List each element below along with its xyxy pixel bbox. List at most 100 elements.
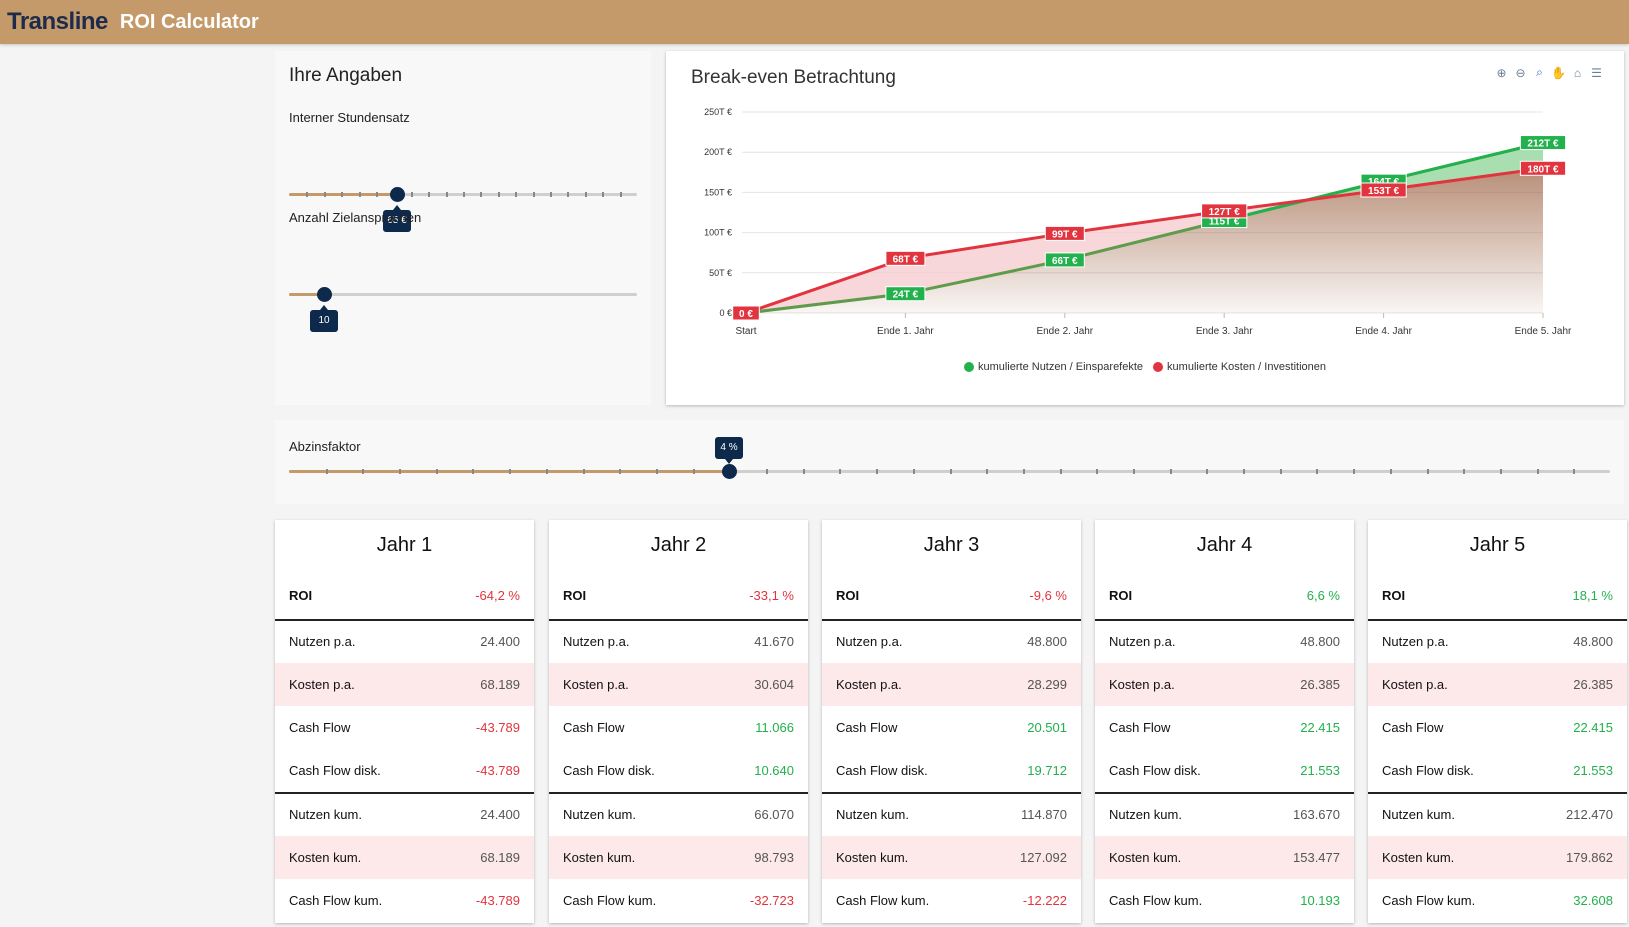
- slider-tick: [341, 192, 343, 197]
- slider-ticks: [289, 292, 637, 297]
- slider-tick: [1316, 469, 1318, 474]
- row-value: 153.477: [1293, 850, 1340, 865]
- slider-tick: [399, 469, 401, 474]
- x-tick-label: Ende 2. Jahr: [1036, 326, 1093, 337]
- data-label: 212T €: [1527, 139, 1559, 150]
- card-title: Jahr 4: [1196, 534, 1253, 556]
- row-label: Nutzen p.a.: [1382, 634, 1449, 649]
- card-row: Kosten kum. 127.092: [822, 836, 1081, 879]
- row-label: Nutzen p.a.: [1109, 634, 1176, 649]
- slider-handle[interactable]: [722, 464, 737, 479]
- row-label: Cash Flow: [563, 720, 625, 735]
- slider-handle[interactable]: [317, 287, 332, 302]
- row-value: 19.712: [1027, 763, 1067, 778]
- zoom-out-icon[interactable]: ⊖: [1515, 65, 1526, 80]
- slider-tick: [324, 192, 326, 197]
- abzinsfaktor-label: Abzinsfaktor: [289, 439, 361, 454]
- row-value: 22.415: [1573, 720, 1613, 735]
- zielansprachen-slider[interactable]: 10: [289, 283, 637, 332]
- row-label: Kosten p.a.: [836, 677, 902, 692]
- slider-tick: [428, 192, 430, 197]
- y-tick-label: 0 €: [719, 308, 732, 318]
- slider-handle[interactable]: [390, 187, 405, 202]
- data-label: 0 €: [739, 309, 753, 320]
- data-label: 24T €: [893, 290, 919, 301]
- legend-item-nutzen[interactable]: kumulierte Nutzen / Einsparefekte: [963, 361, 1143, 373]
- card-row: Nutzen kum. 163.670: [1095, 793, 1354, 836]
- row-value: 21.553: [1573, 763, 1613, 778]
- card-row: Cash Flow disk. 21.553: [1095, 749, 1354, 792]
- data-label: 180T €: [1527, 164, 1559, 175]
- roi-label: ROI: [1382, 588, 1406, 603]
- stundensatz-value-badge: 65 €: [383, 205, 411, 232]
- row-value: 24.400: [480, 807, 520, 822]
- row-value: 179.862: [1566, 850, 1613, 865]
- row-value: -12.222: [1022, 893, 1067, 908]
- slider-tick: [1427, 469, 1429, 474]
- slider-tick: [376, 192, 378, 197]
- menu-icon[interactable]: ☰: [1591, 65, 1602, 80]
- slider-tick: [1463, 469, 1465, 474]
- card-row: Nutzen p.a. 48.800: [1368, 620, 1627, 663]
- slider-tick: [480, 192, 482, 197]
- year-card: Jahr 1 ROI -64,2 % Nutzen p.a. 24.400 Kosten …: [275, 520, 534, 923]
- stundensatz-label: Interner Stundensatz: [289, 110, 410, 125]
- slider-tick: [620, 192, 622, 197]
- roi-row: ROI -9,6 %: [822, 574, 1081, 617]
- data-label: 68T €: [893, 254, 919, 265]
- y-tick-label: 100T €: [704, 228, 732, 238]
- card-row: Kosten kum. 98.793: [549, 836, 808, 879]
- stundensatz-slider[interactable]: 65 €: [289, 183, 637, 232]
- inputs-panel: Ihre Angaben Interner Stundensatz 65 € A…: [275, 51, 651, 405]
- slider-tick: [463, 192, 465, 197]
- card-row: Kosten p.a. 68.189: [275, 663, 534, 706]
- card-row: Nutzen kum. 114.870: [822, 793, 1081, 836]
- row-label: Kosten p.a.: [1382, 677, 1448, 692]
- divider: [549, 792, 808, 794]
- roi-label: ROI: [836, 588, 860, 603]
- divider: [1368, 792, 1627, 794]
- zoom-selection-icon[interactable]: ⌕: [1536, 65, 1543, 79]
- zielansprachen-value-badge: 10: [310, 305, 338, 332]
- zoom-in-icon[interactable]: ⊕: [1496, 65, 1507, 80]
- brand-logo: Transline: [7, 8, 108, 35]
- slider-tick: [583, 469, 585, 474]
- card-row: Nutzen p.a. 41.670: [549, 620, 808, 663]
- legend-item-kosten[interactable]: kumulierte Kosten / Investitionen: [1153, 361, 1326, 373]
- row-value: 22.415: [1300, 720, 1340, 735]
- row-value: 20.501: [1027, 720, 1067, 735]
- row-value: 48.800: [1027, 634, 1067, 649]
- row-value: -43.789: [475, 720, 520, 735]
- slider-track: [289, 293, 637, 296]
- row-value: 68.189: [480, 850, 520, 865]
- row-value: 163.670: [1293, 807, 1340, 822]
- card-row: Cash Flow kum. 32.608: [1368, 879, 1627, 922]
- data-label-bg: [1360, 182, 1407, 198]
- home-icon[interactable]: ⌂: [1573, 65, 1582, 80]
- slider-fill: [289, 193, 397, 196]
- slider-tick: [411, 192, 413, 197]
- card-row: Kosten p.a. 26.385: [1368, 663, 1627, 706]
- row-label: Cash Flow kum.: [1109, 893, 1203, 908]
- card-row: Cash Flow kum. -43.789: [275, 879, 534, 922]
- divider: [1368, 619, 1627, 621]
- slider-tick: [1060, 469, 1062, 474]
- card-row: Cash Flow 11.066: [549, 706, 808, 749]
- pan-hand-icon[interactable]: ✋: [1551, 65, 1566, 80]
- x-tick-label: Start: [735, 326, 756, 337]
- abzinsfaktor-slider[interactable]: 4 %: [289, 437, 1610, 482]
- slider-tick: [446, 192, 448, 197]
- row-label: Cash Flow kum.: [563, 893, 657, 908]
- roi-value: 6,6 %: [1306, 588, 1340, 603]
- area-band-red: [746, 142, 1543, 313]
- slider-tick: [472, 469, 474, 474]
- slider-track: [289, 470, 1610, 473]
- slider-tick: [509, 469, 511, 474]
- row-value: 10.640: [754, 763, 794, 778]
- roi-label: ROI: [289, 588, 313, 603]
- row-value: -43.789: [475, 763, 520, 778]
- roi-label: ROI: [563, 588, 587, 603]
- slider-tick: [1170, 469, 1172, 474]
- card-row: Kosten p.a. 28.299: [822, 663, 1081, 706]
- data-label-bg: [1201, 203, 1248, 219]
